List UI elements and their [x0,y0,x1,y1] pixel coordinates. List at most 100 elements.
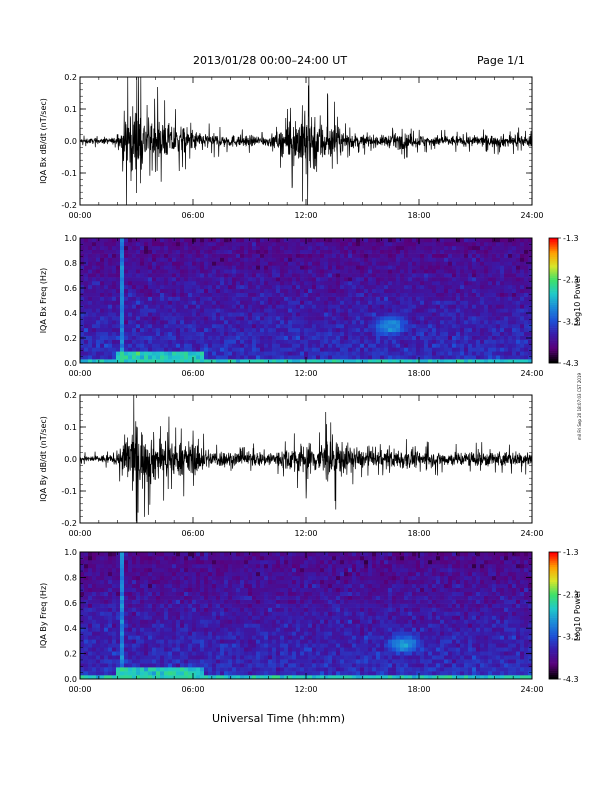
spectrogram-cell [420,355,425,360]
spectrogram-cell [368,257,373,262]
spectrogram-cell [292,316,297,321]
spectrogram-cell [88,253,93,258]
spectrogram-cell [272,308,277,313]
spectrogram-cell [132,663,137,668]
spectrogram-cell [112,312,117,317]
spectrogram-cell [188,671,193,676]
spectrogram-cell [184,355,189,360]
spectrogram-cell [176,583,181,589]
spectrogram-cell [388,253,393,258]
spectrogram-cell [420,331,425,336]
spectrogram-cell [492,249,497,254]
spectrogram-cell [476,265,481,270]
spectrogram-cell [264,241,269,247]
spectrogram-cell [428,280,433,286]
spectrogram-cell [164,575,169,581]
spectrogram-cell [368,288,373,293]
spectrogram-cell [80,599,85,604]
spectrogram-cell [156,671,161,676]
spectrogram-cell [88,567,93,573]
spectrogram-cell [480,312,485,317]
spectrogram-cell [180,343,185,348]
spectrogram-cell [164,571,169,577]
spectrogram-cell [160,280,165,286]
spectrogram-cell [444,241,449,247]
spectrogram-cell [176,312,181,317]
spectrogram-cell [364,292,369,297]
spectrogram-cell [192,316,197,321]
spectrogram-cell [148,347,153,352]
spectrogram-cell [92,599,97,604]
spectrogram-cell [144,583,149,589]
spectrogram-cell [216,245,221,251]
spectrogram-cell [360,351,365,356]
spectrogram-cell [380,300,385,305]
spectrogram-cell [348,327,353,333]
spectrogram-cell [396,261,401,266]
spectrogram-cell [112,623,117,628]
spectrogram-cell [332,351,337,356]
spectrogram-cell [92,323,97,329]
spectrogram-cell [84,591,89,596]
spectrogram-cell [100,591,105,596]
spectrogram-cell [100,671,105,676]
colorbar-segment [549,354,558,358]
spectrogram-cell [108,241,113,247]
spectrogram-cell [228,339,233,344]
spectrogram-cell [332,359,337,364]
spectrogram-cell [128,277,133,282]
spectrogram-cell [244,351,249,356]
spectrogram-cell [188,643,193,648]
spectrogram-cell [88,599,93,604]
spectrogram-cell [312,288,317,293]
spectrogram-cell [468,245,473,251]
spectrogram-cell [128,257,133,262]
spectrogram-cell [416,241,421,247]
spectrogram-cell [312,245,317,251]
spectrogram-cell [148,559,153,565]
spectrogram-cell [92,587,97,592]
colorbar-segment [549,296,558,299]
spectrogram-cell [484,351,489,356]
spectrogram-cell [188,238,193,243]
spectrogram-cell [136,651,141,656]
spectrogram-cell [188,296,193,301]
spectrogram-cell [488,280,493,286]
spectrogram-cell [340,269,345,274]
spectrogram-cell [132,351,137,356]
spectrogram-cell [228,323,233,329]
spectrogram-cell [128,316,133,321]
spectrogram-cell [200,343,205,348]
colorbar-frame [548,237,559,364]
spectrogram-cell [188,603,193,608]
spectrogram-cell [224,245,229,251]
spectrogram-cell [172,284,177,290]
spectrogram-cell [268,304,273,309]
spectrogram-cell [504,249,509,254]
spectrogram-cell [120,599,125,604]
spectrogram-cell [416,253,421,258]
spectrogram-cell [164,238,169,243]
spectrogram-cell [124,327,129,333]
spectrogram-cell [360,343,365,348]
spectrogram-cell [140,265,145,270]
spectrogram-cell [132,316,137,321]
spectrogram-cell [112,304,117,309]
spectrogram-cell [140,563,145,569]
spectrogram-cell [164,292,169,297]
spectrogram-cell [380,284,385,290]
spectrogram-cell [224,323,229,329]
spectrogram-cell [292,257,297,262]
spectrogram-cell [372,249,377,254]
spectrogram-cell [376,249,381,254]
spectrogram-cell [188,327,193,333]
spectrogram-cell [176,300,181,305]
spectrogram-cell [364,347,369,352]
spectrogram-cell [252,269,257,274]
spectrogram-cell [280,320,285,325]
spectrogram-cell [476,277,481,282]
spectrogram-cell [100,257,105,262]
spectrogram-cell [236,339,241,344]
spectrogram-cell [116,655,121,660]
spectrogram-cell [192,667,197,672]
